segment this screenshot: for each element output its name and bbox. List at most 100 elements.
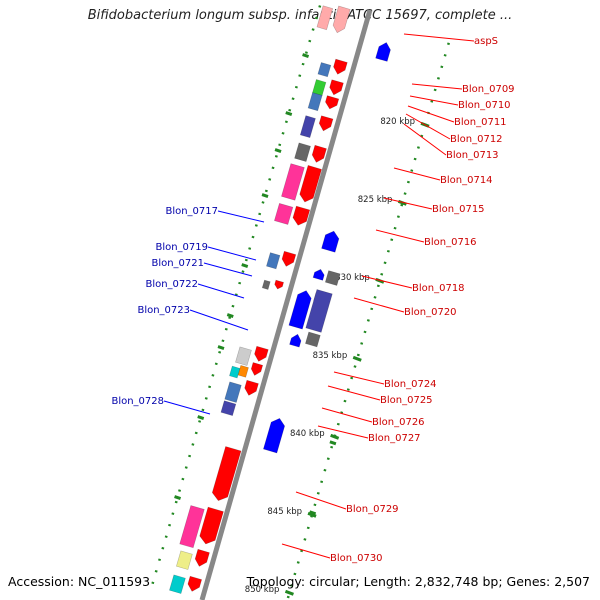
- gene-label-forward: Blon_0729: [346, 504, 399, 515]
- gene-forward: [254, 345, 269, 362]
- gene-label-forward: Blon_0726: [372, 417, 425, 428]
- tick-mark: [352, 355, 362, 362]
- gene-label-reverse: Blon_0722: [145, 279, 198, 290]
- gene-forward: [281, 163, 305, 201]
- gene-forward: [299, 115, 316, 139]
- gene-reverse: [324, 270, 341, 286]
- tick-label: 825 kbp: [358, 195, 393, 205]
- label-leader-line: [411, 83, 463, 90]
- tick-label: 850 kbp: [245, 585, 280, 595]
- gene-label-forward: Blon_0724: [384, 379, 437, 390]
- gene-reverse: [305, 289, 333, 333]
- label-leader-line: [207, 246, 257, 261]
- gene-forward: [261, 279, 271, 290]
- feature-tick: [197, 415, 205, 420]
- gene-forward: [311, 144, 327, 163]
- gene-label-forward: Blon_0709: [462, 84, 515, 95]
- tick-mark: [284, 589, 294, 596]
- gene-forward: [333, 58, 348, 75]
- feature-tick: [226, 313, 234, 318]
- label-leader-line: [163, 400, 211, 415]
- accession-text: Accession: NC_011593: [8, 574, 151, 589]
- gene-forward: [294, 142, 311, 162]
- gene-forward: [266, 252, 281, 270]
- gene-reverse: [321, 230, 340, 253]
- feature-tick: [174, 495, 182, 500]
- tick-label: 845 kbp: [267, 507, 302, 517]
- gene-forward: [316, 5, 334, 31]
- gene-forward: [333, 58, 348, 75]
- gene-label-forward: aspS: [474, 36, 498, 47]
- label-leader-line: [409, 95, 459, 106]
- gene-forward: [237, 365, 249, 378]
- gene-forward: [229, 365, 241, 379]
- gene-forward: [266, 252, 281, 270]
- label-leader-line: [405, 113, 451, 140]
- gene-forward: [224, 381, 242, 403]
- gene-reverse: [289, 333, 302, 348]
- gene-forward: [274, 202, 294, 225]
- gene-forward: [254, 345, 269, 362]
- label-leader-line: [375, 229, 425, 243]
- gene-forward: [325, 95, 340, 110]
- gene-reverse: [263, 417, 285, 454]
- gene-forward: [199, 506, 224, 545]
- gene-reverse: [288, 290, 312, 330]
- gene-label-forward: Blon_0730: [330, 553, 383, 564]
- label-leader-line: [327, 385, 381, 401]
- gene-forward: [211, 446, 242, 501]
- gene-label-forward: Blon_0715: [432, 204, 485, 215]
- gene-reverse: [263, 417, 285, 454]
- genome-summary-text: Topology: circular; Length: 2,832,748 bp…: [246, 574, 590, 589]
- gene-reverse: [305, 331, 321, 348]
- left-dotted-guide: [286, 42, 450, 600]
- map-title: Bifidobacterium longum subsp. infantis A…: [87, 8, 513, 23]
- gene-forward: [250, 362, 264, 376]
- gene-forward: [329, 79, 344, 96]
- gene-reverse: [312, 268, 325, 281]
- gene-forward: [281, 250, 297, 267]
- label-leader-line: [203, 262, 253, 277]
- gene-forward: [307, 92, 323, 112]
- gene-label-forward: Blon_0718: [412, 283, 465, 294]
- gene-forward: [176, 550, 193, 570]
- gene-forward: [187, 575, 203, 592]
- gene-reverse: [312, 268, 325, 281]
- gene-forward: [237, 365, 249, 378]
- gene-forward: [235, 346, 252, 366]
- feature-tick: [285, 111, 293, 116]
- gene-forward: [274, 202, 294, 225]
- gene-forward: [220, 400, 237, 417]
- tick-label: 835 kbp: [313, 351, 348, 361]
- gene-forward: [316, 5, 334, 31]
- gene-forward: [329, 79, 344, 96]
- feature-tick: [217, 345, 225, 350]
- gene-forward: [311, 144, 327, 163]
- gene-reverse: [289, 333, 302, 348]
- gene-label-forward: Blon_0713: [446, 150, 499, 161]
- gene-forward: [299, 115, 316, 139]
- gene-forward: [229, 365, 241, 379]
- gene-forward: [250, 362, 264, 376]
- gene-forward: [244, 379, 259, 396]
- gene-forward: [224, 381, 242, 403]
- gene-forward: [179, 505, 205, 549]
- gene-forward: [292, 205, 311, 226]
- gene-forward: [194, 548, 210, 567]
- gene-forward: [261, 279, 271, 290]
- gene-forward: [299, 165, 322, 203]
- label-leader-line: [353, 297, 405, 313]
- gene-label-forward: Blon_0716: [424, 237, 477, 248]
- gene-label-reverse: Blon_0723: [137, 305, 190, 316]
- gene-forward: [299, 165, 322, 203]
- gene-forward: [169, 574, 186, 594]
- gene-reverse: [375, 42, 391, 62]
- label-leader-line: [317, 425, 369, 439]
- gene-forward: [332, 5, 351, 34]
- gene-forward: [325, 95, 340, 110]
- feature-tick: [302, 53, 310, 58]
- gene-forward: [292, 205, 311, 226]
- label-leader-line: [393, 167, 441, 181]
- gene-reverse: [305, 331, 321, 348]
